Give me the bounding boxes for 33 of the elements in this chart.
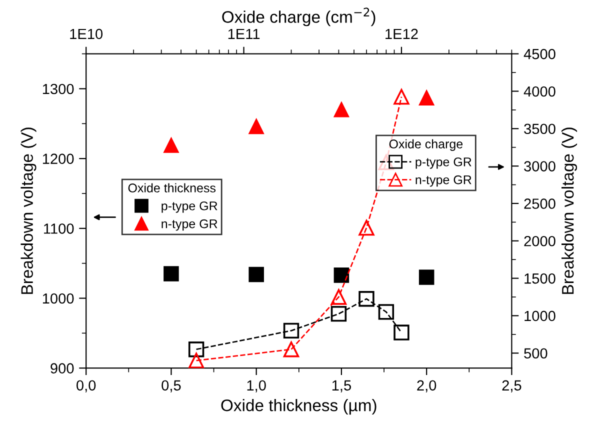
legend-label: p-type GR [162, 201, 218, 213]
x-tick-label: 1E10 [70, 28, 103, 40]
legend-label: n-type GR [162, 219, 218, 231]
y-tick-label: 1200 [42, 154, 74, 164]
y-tick-label: 900 [50, 363, 74, 374]
legend-label: p-type GR [416, 157, 472, 169]
x-tick-label: 1,5 [332, 380, 351, 392]
x-tick-label: 1,0 [247, 380, 266, 392]
y-tick-label: 4500 [524, 48, 556, 60]
y-tick-label: 2500 [524, 198, 556, 209]
y-tick-label: 1000 [524, 310, 556, 322]
x-axis-title: Oxide charge (cm$^{−2}$) [222, 8, 376, 26]
y-tick-label: 1300 [42, 84, 74, 94]
y-tick-label: 1100 [44, 224, 74, 234]
x-axis-title: Oxide thickness (µm) [221, 399, 376, 415]
y-tick-label: 4000 [524, 86, 556, 97]
legend-title: Oxide thickness [128, 183, 216, 192]
y-axis-title: Breakdown voltage (V) [562, 128, 578, 294]
y-tick-label: 2000 [524, 236, 556, 246]
x-tick-label: 1E11 [228, 28, 260, 39]
y-tick-label: 3500 [524, 124, 556, 134]
y-tick-label: 1000 [42, 293, 74, 304]
x-tick-label: 2,0 [417, 380, 436, 392]
x-tick-label: 0,0 [76, 380, 96, 392]
legend-label: n-type GR [416, 175, 472, 187]
x-tick-label: 1E12 [386, 28, 418, 39]
legend-title: Oxide charge [389, 139, 463, 151]
y-axis-title: Breakdown voltage (V) [20, 128, 36, 294]
y-tick-label: 1500 [524, 273, 556, 284]
y-tick-label: 3000 [524, 161, 556, 172]
x-tick-label: 2,5 [502, 380, 522, 392]
x-tick-label: 0,5 [162, 380, 181, 392]
y-tick-label: 500 [524, 348, 548, 359]
